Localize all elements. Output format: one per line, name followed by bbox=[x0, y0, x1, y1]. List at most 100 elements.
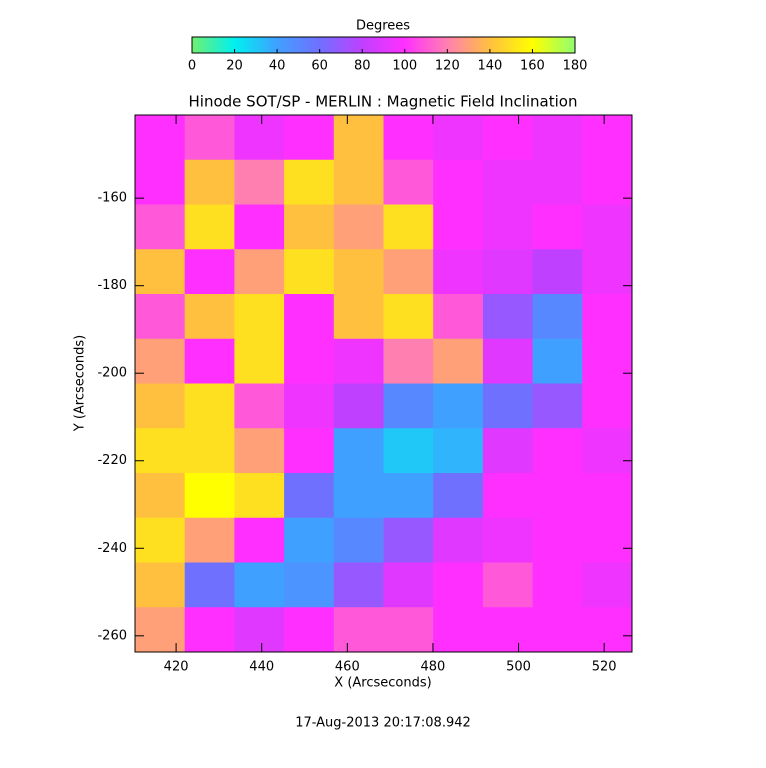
heatmap-cell bbox=[284, 249, 335, 295]
heatmap-cell bbox=[532, 517, 583, 563]
heatmap-cell bbox=[135, 115, 186, 161]
heatmap-cell bbox=[184, 249, 235, 295]
heatmap-cell bbox=[284, 159, 335, 205]
heatmap-cell bbox=[482, 383, 534, 429]
heatmap-cell bbox=[333, 562, 384, 608]
footer-date: 17-Aug-2013 20:17:08.942 bbox=[295, 716, 471, 731]
heatmap-cell bbox=[184, 115, 235, 161]
heatmap-cell bbox=[284, 562, 335, 608]
heatmap-cell bbox=[284, 517, 335, 563]
heatmap-cell bbox=[532, 115, 583, 161]
colorbar-tick-label: 20 bbox=[226, 59, 243, 74]
heatmap-cell bbox=[383, 607, 434, 653]
y-tick-label: -220 bbox=[97, 453, 127, 468]
heatmap-cell bbox=[184, 338, 235, 384]
heatmap-cell bbox=[284, 338, 335, 384]
heatmap-cell bbox=[184, 562, 235, 608]
heatmap-cell bbox=[383, 294, 434, 340]
colorbar-tick-label: 0 bbox=[188, 59, 196, 74]
heatmap-cell bbox=[582, 428, 633, 474]
heatmap-cell bbox=[383, 383, 434, 429]
heatmap-cell bbox=[135, 159, 186, 205]
heatmap-cell bbox=[135, 607, 186, 653]
heatmap-cell bbox=[333, 428, 384, 474]
heatmap-cell bbox=[184, 473, 235, 519]
heatmap-cell bbox=[234, 294, 285, 340]
heatmap-cell bbox=[582, 562, 633, 608]
y-tick-label: -260 bbox=[97, 628, 127, 643]
heatmap-cell bbox=[482, 115, 534, 161]
heatmap-cell bbox=[582, 338, 633, 384]
heatmap-cell bbox=[284, 473, 335, 519]
heatmap-cell bbox=[482, 204, 534, 250]
y-axis-label: Y (Arcseconds) bbox=[73, 335, 88, 432]
heatmap-cell bbox=[184, 517, 235, 563]
heatmap-cell bbox=[582, 517, 633, 563]
heatmap-cell bbox=[433, 473, 484, 519]
heatmap-cell bbox=[532, 562, 583, 608]
heatmap-cell bbox=[333, 383, 384, 429]
heatmap-cell bbox=[184, 294, 235, 340]
colorbar-tick-label: 160 bbox=[520, 59, 545, 74]
heatmap-cell bbox=[482, 159, 534, 205]
heatmap-cell bbox=[383, 517, 434, 563]
y-tick-label: -180 bbox=[97, 278, 127, 293]
heatmap-cell bbox=[433, 249, 484, 295]
heatmap-cell bbox=[433, 115, 484, 161]
heatmap-cell bbox=[284, 115, 335, 161]
heatmap-cell bbox=[284, 607, 335, 653]
x-tick-label: 420 bbox=[164, 660, 189, 675]
heatmap-cell bbox=[333, 338, 384, 384]
heatmap-cell bbox=[532, 473, 583, 519]
heatmap-cell bbox=[135, 294, 186, 340]
heatmap-cell bbox=[532, 383, 583, 429]
colorbar-tick-label: 60 bbox=[311, 59, 328, 74]
heatmap-cell bbox=[383, 115, 434, 161]
heatmap-cell bbox=[482, 338, 534, 384]
heatmap-cell bbox=[284, 294, 335, 340]
heatmap-cell bbox=[333, 294, 384, 340]
heatmap-cell bbox=[532, 294, 583, 340]
heatmap-cell bbox=[184, 607, 235, 653]
x-axis-label: X (Arcseconds) bbox=[334, 676, 431, 691]
heatmap-cell bbox=[284, 383, 335, 429]
heatmap-cell bbox=[482, 294, 534, 340]
heatmap-cell bbox=[184, 428, 235, 474]
heatmap-cell bbox=[532, 204, 583, 250]
colorbar-tick-label: 80 bbox=[354, 59, 371, 74]
heatmap-cell bbox=[333, 159, 384, 205]
heatmap-cell bbox=[234, 517, 285, 563]
heatmap-cell bbox=[582, 607, 633, 653]
heatmap-cell bbox=[582, 159, 633, 205]
heatmap-cell bbox=[532, 338, 583, 384]
heatmap-cell bbox=[433, 204, 484, 250]
heatmap-cell bbox=[234, 159, 285, 205]
heatmap-cell bbox=[582, 204, 633, 250]
x-tick-label: 480 bbox=[421, 660, 446, 675]
heatmap-cell bbox=[333, 517, 384, 563]
heatmap-cell bbox=[383, 204, 434, 250]
heatmap-cell bbox=[482, 562, 534, 608]
heatmap-cell bbox=[333, 473, 384, 519]
heatmap-cell bbox=[433, 338, 484, 384]
heatmap-cell bbox=[135, 204, 186, 250]
heatmap-cell bbox=[433, 562, 484, 608]
heatmap-cell bbox=[333, 204, 384, 250]
colorbar-tick-label: 120 bbox=[435, 59, 460, 74]
heatmap-cell bbox=[184, 159, 235, 205]
colorbar-tick-label: 140 bbox=[477, 59, 502, 74]
heatmap-cell bbox=[532, 249, 583, 295]
heatmap-cell bbox=[234, 249, 285, 295]
x-tick-label: 460 bbox=[335, 660, 360, 675]
plot-frame bbox=[134, 114, 633, 653]
heatmap-cell bbox=[482, 607, 534, 653]
heatmap-cell bbox=[284, 204, 335, 250]
heatmap-cell bbox=[234, 383, 285, 429]
heatmap-cell bbox=[184, 383, 235, 429]
colorbar-tick-label: 100 bbox=[392, 59, 417, 74]
heatmap-cell bbox=[284, 428, 335, 474]
heatmap-cell bbox=[482, 473, 534, 519]
heatmap-cell bbox=[383, 562, 434, 608]
heatmap-cell bbox=[582, 294, 633, 340]
heatmap-cell bbox=[582, 473, 633, 519]
